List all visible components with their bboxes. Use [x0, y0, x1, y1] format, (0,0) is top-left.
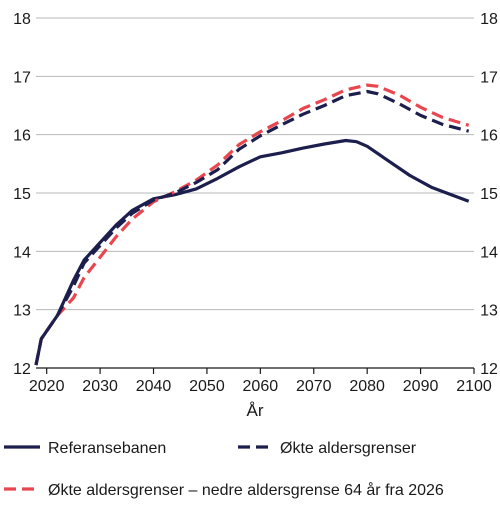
x-tick-label: 2100 [456, 378, 492, 395]
y-tick-label-right: 12 [480, 361, 498, 378]
series-line-3 [34, 83, 470, 366]
y-tick-label-right: 14 [480, 244, 498, 261]
y-tick-label-left: 18 [13, 11, 31, 28]
series-line-1 [34, 138, 470, 366]
y-axis-left-ticks: 12 13 14 15 16 17 18 [13, 11, 31, 378]
y-tick-label-right: 18 [480, 11, 498, 28]
y-tick-label-left: 12 [13, 361, 31, 378]
y-tick-label-left: 16 [13, 128, 31, 145]
series-line-2 [34, 89, 470, 366]
legend-label: Økte aldersgrenser – nedre aldersgrense … [48, 481, 444, 499]
y-tick-label-left: 13 [13, 303, 31, 320]
x-tick-label: 2070 [296, 378, 332, 395]
x-tick-label: 2080 [349, 378, 385, 395]
x-tick-label: 2020 [29, 378, 65, 395]
y-tick-label-right: 17 [480, 69, 498, 86]
y-tick-label-left: 15 [13, 186, 31, 203]
x-tick-label: 2050 [189, 378, 225, 395]
y-tick-label-left: 14 [13, 244, 31, 261]
y-tick-label-right: 16 [480, 128, 498, 145]
legend-label: Referansebanen [48, 440, 166, 457]
y-axis-right-ticks: 12 13 14 15 16 17 18 [480, 11, 498, 378]
y-tick-label-right: 13 [480, 303, 498, 320]
x-tick-label: 2040 [136, 378, 172, 395]
x-tick-label: 2030 [82, 378, 118, 395]
x-tick-label: 2060 [243, 378, 279, 395]
y-tick-label-left: 17 [13, 69, 31, 86]
gridlines [36, 17, 474, 311]
legend: Referansebanen Økte aldersgrenser Økte ald… [4, 440, 444, 499]
x-axis-ticks: 2020 2030 2040 2050 2060 2070 2080 2090 2100 [29, 368, 492, 395]
y-tick-label-right: 15 [480, 186, 498, 203]
legend-label: Økte aldersgrenser [280, 440, 417, 457]
x-axis-title: År [247, 401, 264, 420]
series-lines [34, 83, 470, 366]
x-tick-label: 2090 [403, 378, 439, 395]
